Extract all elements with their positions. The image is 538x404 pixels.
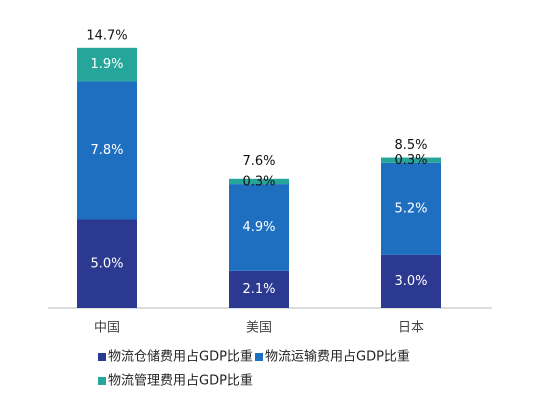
total-label: 14.7% (86, 28, 127, 43)
bar-segment (77, 219, 137, 308)
data-label: 0.3% (242, 174, 275, 189)
total-label: 8.5% (394, 138, 427, 153)
data-label: 0.3% (394, 153, 427, 168)
x-tick-label: 美国 (246, 321, 272, 336)
legend-label: 物流管理费用占GDP比重 (108, 373, 253, 389)
bar-segment (77, 81, 137, 220)
total-label: 7.6% (242, 154, 275, 169)
data-label: 3.0% (394, 274, 427, 289)
data-label: 1.9% (90, 57, 123, 72)
bar-segment (381, 254, 441, 308)
bar-segment (381, 157, 441, 163)
bar-segment (77, 47, 137, 82)
bar-segment (229, 184, 289, 271)
data-label: 5.0% (90, 256, 123, 271)
x-tick-label: 日本 (398, 321, 424, 336)
bar-segment (229, 270, 289, 308)
data-label: 2.1% (242, 282, 275, 297)
legend-swatch (98, 377, 106, 385)
bar-segment (381, 162, 441, 255)
legend-label: 物流运输费用占GDP比重 (265, 349, 410, 365)
data-label: 7.8% (90, 143, 123, 158)
data-label: 5.2% (394, 201, 427, 216)
x-tick-label: 中国 (94, 321, 120, 336)
legend-swatch (98, 353, 106, 361)
data-label: 4.9% (242, 220, 275, 235)
bar-segment (229, 178, 289, 185)
legend-label: 物流仓储费用占GDP比重 (108, 349, 253, 365)
legend-swatch (255, 353, 263, 361)
